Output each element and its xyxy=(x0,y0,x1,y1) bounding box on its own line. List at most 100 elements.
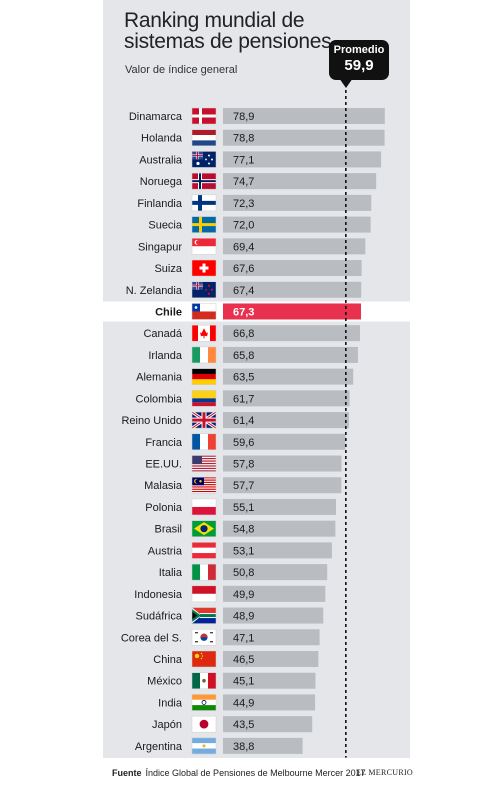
chart-row: Chile 67,3 xyxy=(103,301,410,322)
category-label: Sudáfrica xyxy=(136,611,183,623)
bar xyxy=(223,412,349,429)
chart-row: Canadá 66,8 xyxy=(143,324,360,342)
bar xyxy=(223,194,372,211)
south-africa-flag xyxy=(191,607,217,624)
data-label: 48,9 xyxy=(233,611,254,623)
category-label: Australia xyxy=(139,154,183,166)
data-label: 54,8 xyxy=(233,524,254,536)
bar xyxy=(223,173,377,190)
india-flag xyxy=(191,694,217,711)
data-label: 77,1 xyxy=(233,154,254,166)
footer-source-label: Fuente xyxy=(112,768,142,778)
data-label: 61,7 xyxy=(233,393,254,405)
data-label: 44,9 xyxy=(233,697,254,709)
average-badge: Promedio 59,9 xyxy=(329,40,389,80)
bar xyxy=(223,564,328,581)
bar xyxy=(223,303,362,320)
bar xyxy=(223,651,319,667)
bar xyxy=(223,108,385,124)
bar xyxy=(223,281,362,298)
bar xyxy=(223,368,354,385)
data-label: 59,6 xyxy=(233,437,254,449)
category-label: Dinamarca xyxy=(129,111,183,123)
chart-row: Corea del S. 47,1 xyxy=(121,629,320,646)
bar xyxy=(223,716,313,733)
bar xyxy=(223,238,366,255)
chart-row: Alemania 63,5 xyxy=(136,368,354,385)
chart-row: Holanda 78,8 xyxy=(141,129,385,146)
bar xyxy=(223,629,320,646)
category-label: Holanda xyxy=(141,133,183,145)
data-label: 72,0 xyxy=(233,220,254,232)
netherlands-flag xyxy=(191,129,217,146)
category-label: Suiza xyxy=(154,263,182,275)
chart-row: Colombia 61,7 xyxy=(136,390,350,407)
data-label: 65,8 xyxy=(233,350,254,362)
data-label: 67,3 xyxy=(233,306,254,318)
data-label: 72,3 xyxy=(233,198,254,210)
category-label: Chile xyxy=(155,306,182,318)
denmark-flag xyxy=(191,107,217,125)
average-pointer xyxy=(339,78,353,88)
brazil-flag xyxy=(191,520,217,537)
chart-row: Malasia 57,7 xyxy=(144,476,342,494)
switzerland-flag xyxy=(191,259,217,277)
mexico-flag xyxy=(191,672,217,689)
data-label: 38,8 xyxy=(233,741,254,753)
average-value: 59,9 xyxy=(344,57,374,74)
chart-row: Francia 59,6 xyxy=(145,433,346,451)
category-label: Indonesia xyxy=(134,589,183,601)
data-label: 45,1 xyxy=(233,676,254,688)
chart-row: Brasil 54,8 xyxy=(154,520,336,537)
germany-flag xyxy=(191,368,217,385)
data-label: 61,4 xyxy=(233,415,254,427)
argentina-flag xyxy=(191,737,217,755)
chart-row: India 44,9 xyxy=(158,694,316,711)
category-label: Argentina xyxy=(135,741,183,753)
bar xyxy=(223,151,382,168)
category-label: México xyxy=(147,676,182,688)
data-label: 67,6 xyxy=(233,263,254,275)
bar xyxy=(223,455,342,472)
bar xyxy=(223,477,342,494)
chart-row: Suecia 72,0 xyxy=(148,216,371,233)
bar xyxy=(223,129,385,146)
category-label: Finlandia xyxy=(137,198,183,210)
chart-row: Singapur 69,4 xyxy=(138,238,366,255)
category-label: Malasia xyxy=(144,480,183,492)
category-label: Noruega xyxy=(140,176,183,188)
data-label: 66,8 xyxy=(233,328,254,340)
footer-brand: EL MERCURIO xyxy=(356,768,414,777)
malaysia-flag xyxy=(191,476,217,494)
chart-row: Japón 43,5 xyxy=(152,715,313,733)
category-label: Alemania xyxy=(136,372,183,384)
chile-flag xyxy=(191,303,217,320)
category-label: Francia xyxy=(145,437,183,449)
bar xyxy=(223,260,362,277)
data-label: 55,1 xyxy=(233,502,254,514)
category-label: Brasil xyxy=(154,524,182,536)
data-label: 43,5 xyxy=(233,719,254,731)
data-label: 46,5 xyxy=(233,654,254,666)
chart-row: México 45,1 xyxy=(147,672,316,689)
chart-row: Irlanda 65,8 xyxy=(148,346,358,364)
category-label: Polonia xyxy=(145,502,183,514)
data-label: 49,9 xyxy=(233,589,254,601)
data-label: 74,7 xyxy=(233,176,254,188)
chart-row: Polonia 55,1 xyxy=(145,498,336,516)
italy-flag xyxy=(191,563,217,581)
chart-row: Argentina 38,8 xyxy=(135,737,303,755)
colombia-flag xyxy=(191,390,217,407)
norway-flag xyxy=(191,172,217,190)
canada-flag xyxy=(191,324,217,342)
bar xyxy=(223,216,371,233)
chart-row: Suiza 67,6 xyxy=(154,259,362,277)
indonesia-flag xyxy=(191,585,217,603)
data-label: 53,1 xyxy=(233,545,254,557)
footer-source-text: Índice Global de Pensiones de Melbourne … xyxy=(145,768,366,778)
category-label: EE.UU. xyxy=(145,459,182,471)
data-label: 47,1 xyxy=(233,632,254,644)
category-label: Singapur xyxy=(138,241,182,253)
south-korea-flag xyxy=(191,629,217,646)
